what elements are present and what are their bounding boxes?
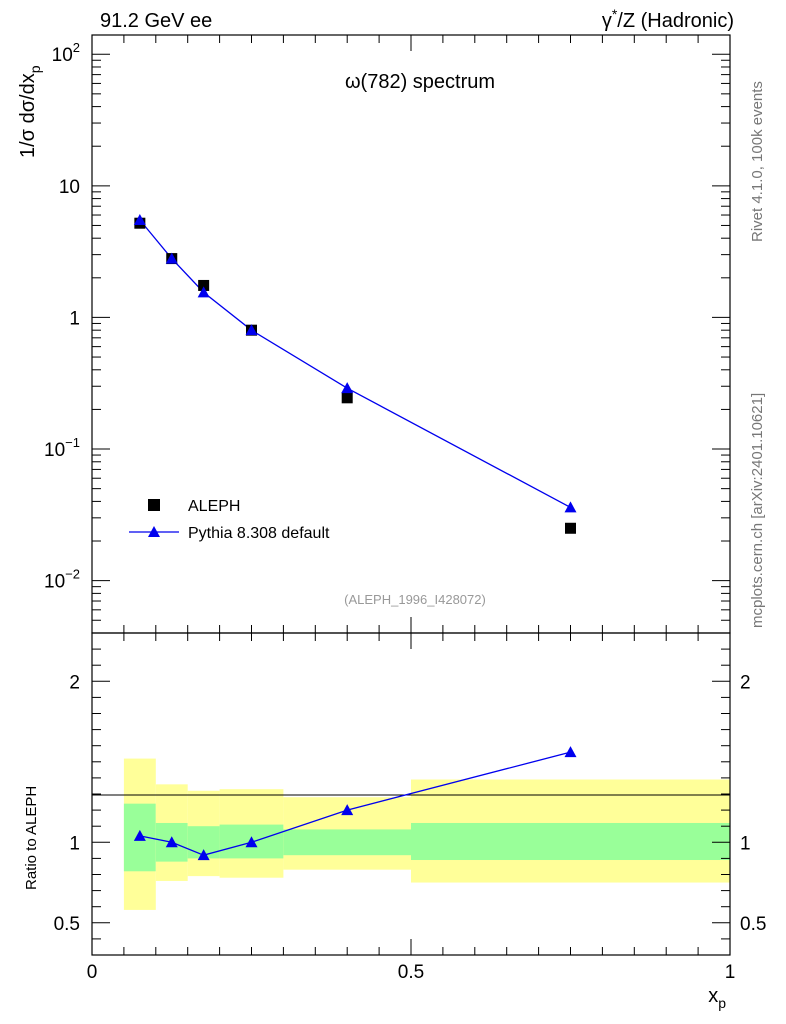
band-inner — [411, 822, 730, 861]
analysis-tag: (ALEPH_1996_I428072) — [344, 592, 486, 607]
ratio-y-tick-label-right: 1 — [740, 833, 751, 854]
data-point — [341, 392, 353, 404]
mc-point — [564, 501, 577, 513]
ratio-mc-point — [245, 836, 258, 848]
ratio-uncertainty-bands — [123, 758, 730, 910]
ratio-y-tick-labels: 0.5 0.5 1 1 2 2 — [54, 672, 767, 935]
mc-point — [197, 286, 210, 298]
rivet-version-text: Rivet 4.1.0, 100k events — [749, 81, 766, 242]
mc-point — [165, 252, 178, 264]
data-series-markers — [134, 217, 576, 534]
process-label: γ*/Z (Hadronic) — [602, 6, 734, 32]
ratio-x-tick-labels: 0 0.5 1 — [87, 962, 736, 983]
ratio-plot: 0.5 0.51 12 2 0 0.5 1 Ratio to ALEPH xp — [23, 632, 767, 1011]
ratio-mc-point — [564, 746, 577, 758]
mc-series-markers — [133, 213, 577, 513]
main-y-ticks — [91, 35, 731, 634]
band-inner — [283, 829, 411, 856]
ratio-mc-point — [197, 849, 210, 861]
x-axis-label: xp — [708, 985, 726, 1011]
ratio-y-tick-label-left: 0.5 — [54, 914, 80, 935]
main-plot-frame — [91, 34, 731, 634]
mcplots-credit-text: mcplots.cern.ch [arXiv:2401.10621] — [749, 393, 766, 628]
ratio-ticks — [91, 633, 731, 955]
mc-point — [341, 382, 354, 394]
main-y-tick-label: 10−2 — [44, 567, 80, 593]
chart-title: ω(782) spectrum — [345, 71, 495, 93]
ratio-mc-point — [165, 836, 178, 848]
ratio-y-axis-label: Ratio to ALEPH — [23, 786, 40, 890]
ratio-mc-point — [133, 829, 146, 841]
ratio-y-tick-label-left: 1 — [69, 833, 80, 854]
main-plot: 10−2 10−1 1 10 102 ω(782) spectrum (ALEPH_19… — [17, 34, 731, 634]
legend: ALEPH Pythia 8.308 default — [129, 498, 330, 542]
legend-data-label: ALEPH — [188, 498, 240, 515]
energy-label: 91.2 GeV ee — [100, 10, 212, 32]
x-tick-label: 0 — [87, 962, 98, 983]
ratio-mc-line-path — [139, 751, 571, 856]
legend-mc-label: Pythia 8.308 default — [188, 525, 330, 542]
main-y-tick-labels: 10−2 10−1 1 10 102 — [44, 40, 80, 592]
x-tick-label: 1 — [725, 962, 736, 983]
mc-point — [245, 324, 258, 336]
ratio-y-tick-label-left: 2 — [69, 672, 80, 693]
data-point — [565, 522, 576, 534]
legend-mc-marker — [148, 526, 160, 537]
ratio-mc-line — [139, 751, 571, 856]
main-y-tick-label: 1 — [69, 308, 80, 329]
data-point — [198, 279, 210, 291]
ratio-y-tick-label-right: 0.5 — [740, 914, 766, 935]
ratio-mc-markers — [133, 746, 577, 861]
mc-line-path — [139, 219, 571, 508]
main-y-tick-label: 10−1 — [44, 435, 80, 461]
ratio-mc-point — [341, 804, 354, 816]
main-y-tick-label: 102 — [52, 40, 80, 66]
mc-series-line — [139, 219, 571, 508]
legend-data-marker — [148, 499, 160, 511]
ratio-y-tick-label-right: 2 — [740, 672, 751, 693]
mc-point — [133, 213, 146, 225]
main-y-axis-label: 1/σ dσ/dxp — [17, 65, 43, 158]
x-tick-label: 0.5 — [398, 962, 424, 983]
main-y-tick-label: 10 — [59, 177, 80, 198]
